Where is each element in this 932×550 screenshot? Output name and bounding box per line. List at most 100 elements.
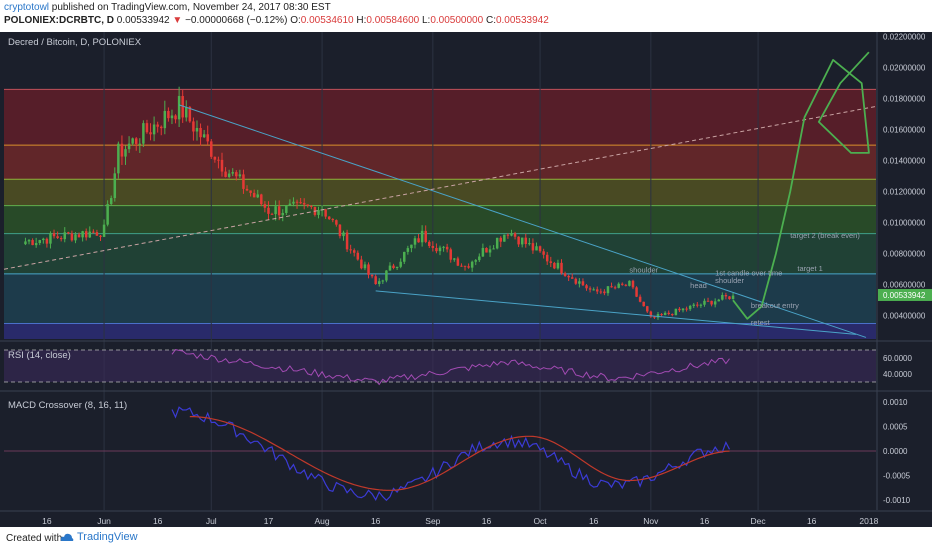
created-with-text: Created with	[6, 533, 63, 544]
y-tick-label: 0.01200000	[883, 188, 926, 197]
candle-body	[520, 237, 524, 245]
fib-band	[4, 145, 876, 180]
candle-body	[267, 207, 270, 214]
candle-body	[177, 96, 181, 120]
candle-body	[252, 192, 256, 198]
candle-body	[38, 240, 41, 244]
candle-body	[195, 127, 199, 132]
candle-body	[31, 240, 34, 246]
candle-body	[481, 247, 485, 257]
x-tick-label: 16	[153, 516, 163, 526]
candle-body	[63, 232, 67, 240]
candle-body	[681, 308, 685, 311]
candle-body	[696, 304, 699, 306]
candle-body	[317, 210, 320, 215]
close-value: 0.00533942	[495, 15, 549, 26]
chart-canvas[interactable]: target 2 (break even) target 1 1st candle …	[0, 32, 932, 527]
candle-body	[435, 247, 438, 252]
candle-body	[113, 173, 117, 199]
candle-body	[59, 238, 63, 240]
chart-area[interactable]: target 2 (break even) target 1 1st candle …	[0, 32, 932, 527]
candle-body	[399, 261, 402, 267]
candle-body	[81, 231, 84, 238]
candle-body	[531, 243, 535, 251]
candle-body	[538, 246, 542, 252]
rsi-tick-label: 60.0000	[883, 354, 912, 363]
y-tick-label: 0.01600000	[883, 126, 926, 135]
candle-body	[45, 238, 49, 244]
chart-header: cryptotowl published on TradingView.com,…	[0, 0, 932, 32]
candle-body	[220, 159, 224, 172]
candle-body	[463, 265, 467, 267]
main-pane-title: Decred / Bitcoin, D, POLONIEX	[8, 37, 142, 48]
candle-body	[245, 188, 249, 191]
candle-body	[506, 234, 510, 236]
candle-body	[560, 262, 563, 274]
macd-tick-label: 0.0005	[883, 422, 908, 431]
candle-body	[449, 249, 452, 260]
ohlc-line: POLONIEX:DCRBTC, D 0.00533942 ▼ −0.00000…	[4, 15, 549, 26]
candle-body	[663, 312, 667, 315]
candle-body	[585, 285, 588, 289]
candle-body	[599, 291, 603, 293]
y-tick-label: 0.00800000	[883, 250, 926, 259]
candle-body	[706, 300, 710, 302]
annotation-label: head	[690, 281, 707, 290]
candle-body	[181, 96, 184, 118]
candle-body	[342, 232, 345, 237]
candle-body	[492, 248, 495, 250]
macd-tick-label: 0.0010	[883, 398, 908, 407]
candle-body	[556, 262, 560, 269]
downtrend-line	[178, 104, 867, 338]
candle-body	[131, 138, 134, 144]
annotation-label: shoulder	[629, 265, 658, 274]
candle-body	[617, 283, 620, 288]
candle-body	[335, 220, 338, 225]
y-tick-label: 0.02000000	[883, 64, 926, 73]
candle-body	[242, 174, 245, 189]
author-link[interactable]: cryptotowl	[4, 2, 50, 13]
rsi-line	[171, 349, 730, 386]
footer: Created with TradingView	[0, 527, 932, 550]
candle-body	[392, 265, 395, 269]
candle-body	[127, 143, 131, 150]
candle-body	[170, 115, 174, 119]
current-price-tag	[878, 288, 932, 301]
candle-body	[288, 203, 292, 206]
macd-tick-label: 0.0000	[883, 447, 908, 456]
candles	[24, 86, 735, 320]
candle-body	[495, 237, 499, 249]
candle-body	[467, 266, 470, 268]
candle-body	[388, 265, 392, 271]
candle-body	[510, 233, 513, 236]
candle-body	[106, 204, 109, 225]
candle-body	[671, 314, 674, 316]
candle-body	[728, 296, 731, 300]
candle-body	[202, 134, 206, 138]
down-arrow-icon: ▼	[172, 15, 183, 26]
candle-body	[152, 124, 156, 135]
candle-body	[431, 246, 435, 248]
candle-body	[292, 201, 295, 204]
annotation-label: target 2 (break even)	[790, 231, 860, 240]
x-tick-label: Nov	[643, 516, 659, 526]
candle-body	[678, 308, 681, 311]
candle-body	[77, 234, 81, 238]
candle-body	[120, 143, 124, 157]
candle-body	[588, 288, 592, 290]
candle-body	[67, 232, 70, 234]
candle-body	[363, 264, 367, 269]
candle-body	[545, 254, 549, 262]
candle-body	[485, 247, 488, 253]
candle-body	[578, 281, 581, 284]
candle-body	[717, 299, 721, 302]
low-value: 0.00500000	[430, 15, 484, 26]
candle-body	[453, 258, 456, 260]
tradingview-logo[interactable]: TradingView	[60, 531, 138, 543]
candle-body	[92, 231, 95, 233]
candle-body	[642, 301, 645, 307]
x-tick-label: 16	[482, 516, 492, 526]
candle-body	[692, 304, 695, 306]
candle-body	[581, 281, 585, 286]
candle-body	[592, 289, 595, 291]
